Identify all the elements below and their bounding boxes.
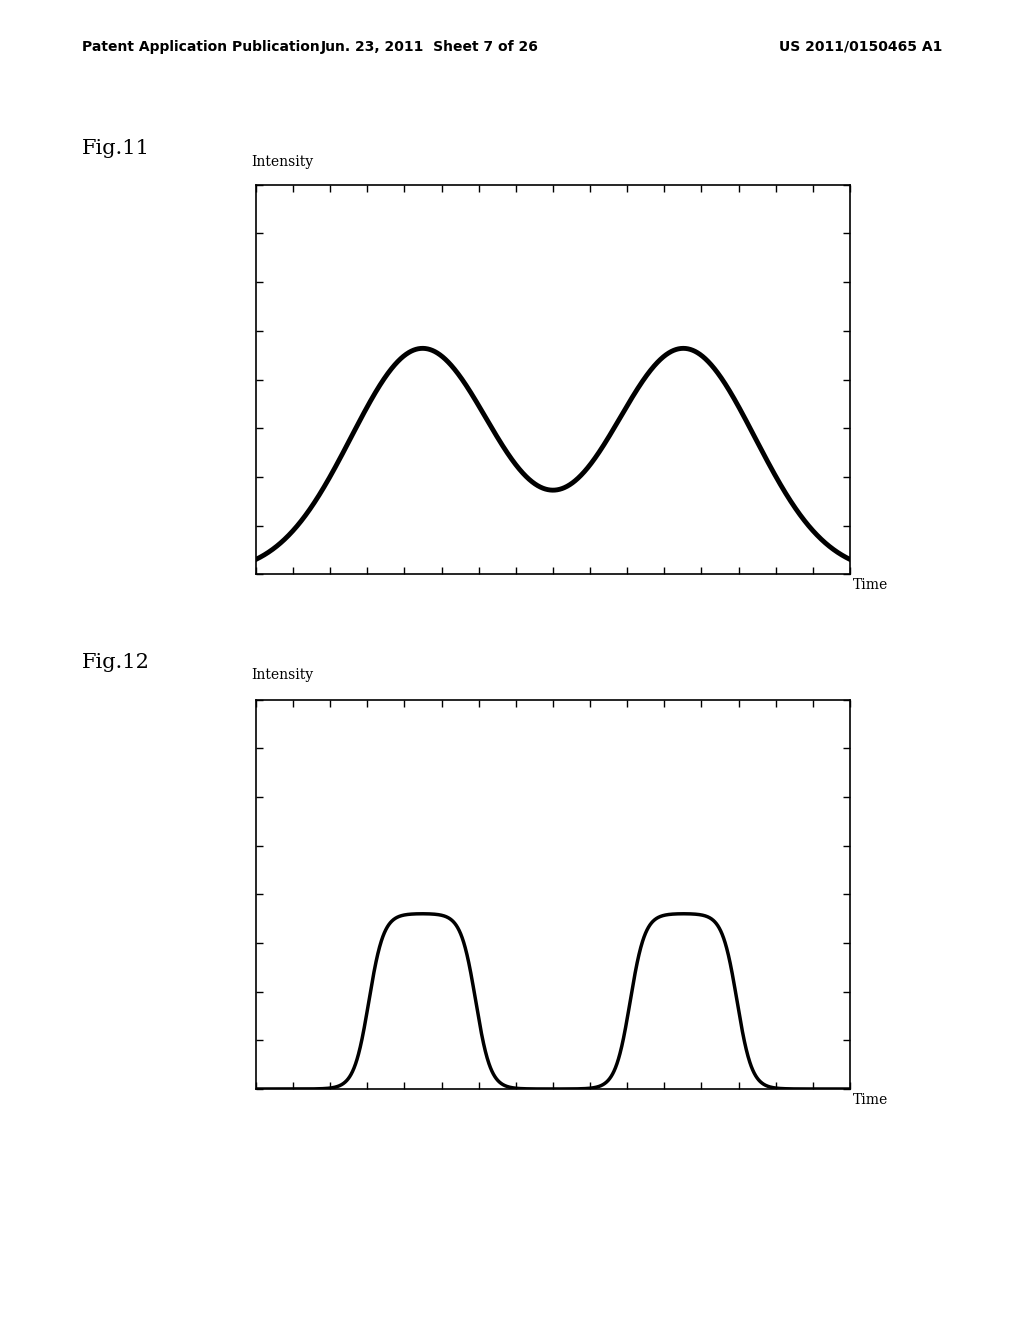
Text: Intensity: Intensity [251,668,313,682]
Text: Intensity: Intensity [251,154,313,169]
Text: Jun. 23, 2011  Sheet 7 of 26: Jun. 23, 2011 Sheet 7 of 26 [322,40,539,54]
Text: Time: Time [853,578,888,593]
Text: Fig.12: Fig.12 [82,653,150,672]
Text: Patent Application Publication: Patent Application Publication [82,40,319,54]
Text: Fig.11: Fig.11 [82,139,150,157]
Text: Time: Time [853,1093,888,1107]
Text: US 2011/0150465 A1: US 2011/0150465 A1 [778,40,942,54]
